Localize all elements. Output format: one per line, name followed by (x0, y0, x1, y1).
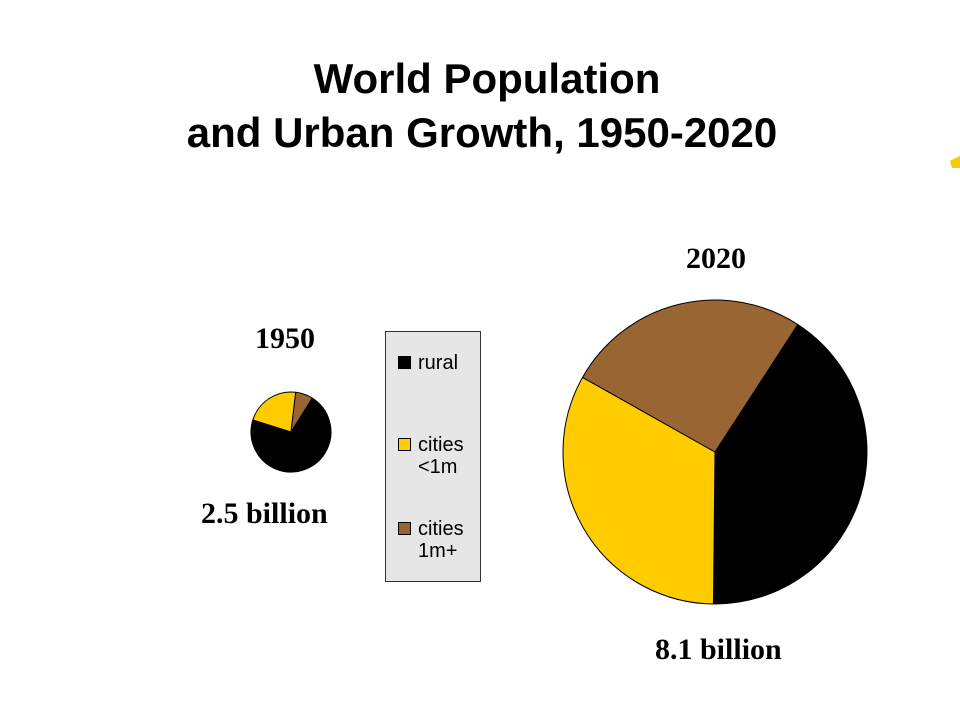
pie-1950-slice-cities-1m (252, 391, 297, 433)
pie-1950-title: 1950 (255, 322, 315, 355)
pie-1950-slice-cities-1m- (290, 391, 313, 433)
decorative-corner-mark (950, 156, 960, 168)
legend: rural cities <1m cities 1m+ (385, 331, 481, 582)
pie-1950-slice-rural (250, 397, 332, 473)
title-line-1: World Population (313, 55, 661, 102)
title-line-2: and Urban Growth, 1950-2020 (186, 109, 778, 156)
legend-swatch-cities-small (398, 438, 411, 451)
legend-swatch-rural (398, 356, 411, 369)
pie-2020-slice-rural (712, 323, 868, 605)
legend-swatch-cities-large (398, 522, 411, 535)
chart-title: World Population and Urban Growth, 1950-… (0, 52, 960, 160)
legend-label-cities-large: cities 1m+ (418, 518, 464, 562)
pie-2020-total-label: 8.1 billion (655, 633, 782, 666)
pie-2020-slice-cities-1m- (581, 299, 799, 453)
legend-label-rural: rural (418, 352, 459, 374)
pie-1950-total-label: 2.5 billion (201, 497, 328, 530)
pie-2020-title: 2020 (686, 242, 746, 275)
pie-2020-slice-cities-1m (562, 376, 716, 605)
legend-label-cities-small: cities <1m (418, 434, 464, 478)
